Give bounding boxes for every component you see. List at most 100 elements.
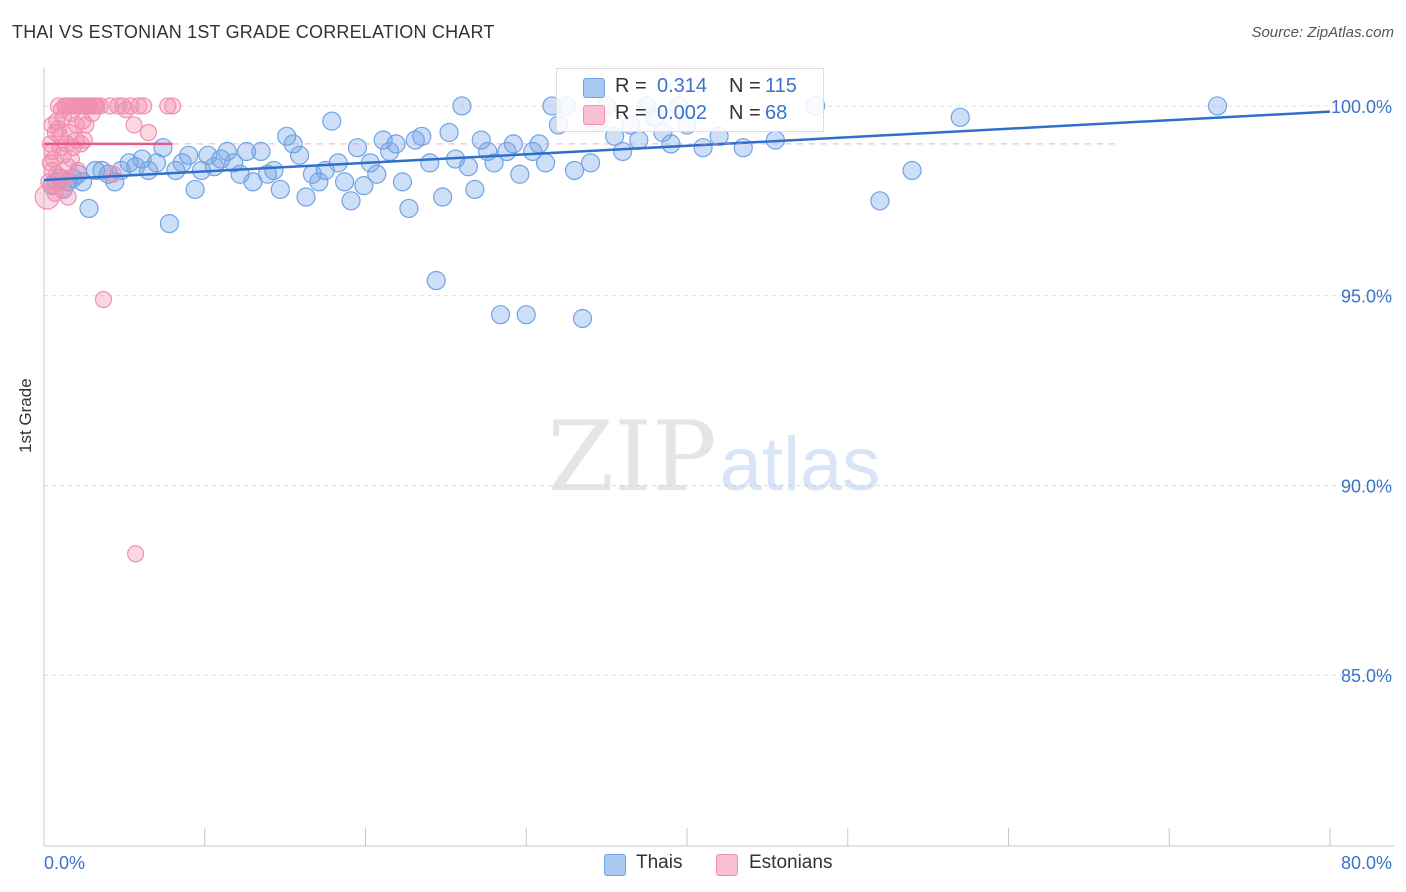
y-tick-label: 85.0% <box>1341 666 1392 686</box>
thais-point <box>354 176 374 196</box>
thais-point <box>159 214 179 234</box>
thais-point <box>490 305 511 325</box>
thais-point <box>322 111 342 131</box>
estonians-point <box>77 97 95 115</box>
legend-thais-label[interactable]: Thais <box>636 852 683 873</box>
thais-point <box>412 126 432 146</box>
n-value: 68 <box>765 102 788 124</box>
estonians-point <box>130 97 148 115</box>
y-tick-label: 90.0% <box>1341 476 1392 496</box>
stats-legend: R = 0.314 N = 115 R = 0.002 N = 68 <box>556 68 824 132</box>
r-label: R = <box>615 102 647 124</box>
thais-point <box>153 138 173 158</box>
watermark-atlas: atlas <box>720 422 881 507</box>
n-label: N = <box>729 102 761 124</box>
thais-point <box>613 141 633 162</box>
thais-point <box>870 191 890 211</box>
thais-point <box>420 153 440 173</box>
thais-point <box>373 130 393 150</box>
thais-point <box>484 153 504 173</box>
thais-point <box>452 96 472 116</box>
y-tick-label: 95.0% <box>1341 287 1392 307</box>
axes <box>43 68 1394 847</box>
thais-point <box>433 187 453 207</box>
r-value: 0.314 <box>657 75 708 97</box>
legend-thais-swatch[interactable] <box>604 854 626 876</box>
thais-point <box>439 122 459 143</box>
estonians-point <box>125 116 143 134</box>
estonians-point <box>104 165 122 183</box>
estonians-point <box>127 545 145 563</box>
estonians-point <box>49 120 68 138</box>
thais-point <box>79 198 99 219</box>
thais-point <box>535 153 556 173</box>
x-tick-label: 0.0% <box>44 853 85 873</box>
estonians-point <box>159 97 177 115</box>
tick-labels: 85.0% 90.0% 95.0% 100.0% 0.0% 80.0% <box>44 97 1392 873</box>
estonians-point <box>91 97 109 115</box>
thais-point <box>198 145 218 165</box>
thais-point <box>264 160 284 181</box>
thais-point <box>572 308 593 329</box>
y-tick-label: 100.0% <box>1331 97 1392 117</box>
thais-point <box>629 130 649 150</box>
thais-point <box>289 145 310 165</box>
r-label: R = <box>615 75 647 97</box>
stats-row-estonians: R = 0.002 N = 68 <box>557 100 823 128</box>
thais-swatch <box>583 78 605 98</box>
watermark-zip: ZIP <box>547 401 716 513</box>
thais-point <box>251 141 271 162</box>
thais-point <box>236 141 257 162</box>
thais-point <box>217 141 237 162</box>
thais-point <box>399 198 419 219</box>
thais-point <box>179 145 199 165</box>
thais-point <box>166 160 186 181</box>
estonians-point <box>57 97 76 115</box>
thais-point <box>471 130 491 150</box>
thais-point <box>510 164 530 184</box>
thais-point <box>98 164 118 184</box>
estonians-point <box>51 173 69 191</box>
estonians-point <box>94 290 113 309</box>
grid-lines <box>44 105 1394 676</box>
estonians-point <box>139 123 158 142</box>
thais-point <box>309 172 329 192</box>
estonians-point <box>59 188 77 206</box>
r-value: 0.002 <box>657 102 708 124</box>
thais-point <box>347 138 368 158</box>
legend-estonians-label[interactable]: Estonians <box>749 852 833 873</box>
thais-point <box>693 138 713 158</box>
thais-point <box>341 191 361 211</box>
thais-point <box>335 172 355 192</box>
series-thais-points <box>42 96 1228 329</box>
chart-title: THAI VS ESTONIAN 1ST GRADE CORRELATION C… <box>12 22 495 42</box>
thais-point <box>367 164 387 184</box>
trend-lines <box>43 110 1331 182</box>
thais-point <box>516 305 536 325</box>
thais-point <box>523 141 543 162</box>
thais-point <box>211 149 231 169</box>
source-note: Source: ZipAtlas.com <box>1251 24 1394 41</box>
thais-point <box>458 157 478 177</box>
estonians-point <box>164 97 182 115</box>
thais-point <box>224 153 244 173</box>
estonians-point <box>109 97 127 115</box>
n-label: N = <box>729 75 761 97</box>
estonians-point <box>64 97 82 115</box>
thais-point <box>277 126 297 146</box>
estonians-swatch <box>583 105 605 125</box>
stats-row-thais: R = 0.314 N = 115 <box>557 73 823 101</box>
estonians-point <box>135 97 153 115</box>
thais-point <box>564 160 585 181</box>
estonians-point <box>61 123 79 142</box>
n-value: 115 <box>765 75 797 97</box>
thais-point <box>950 107 970 127</box>
thais-point <box>270 179 290 200</box>
thais-point <box>426 270 446 291</box>
thais-point <box>1207 96 1228 116</box>
thais-point <box>392 172 413 192</box>
thais-point <box>580 153 601 173</box>
legend-estonians-swatch[interactable] <box>716 854 738 876</box>
x-tick-label: 80.0% <box>1341 853 1392 873</box>
